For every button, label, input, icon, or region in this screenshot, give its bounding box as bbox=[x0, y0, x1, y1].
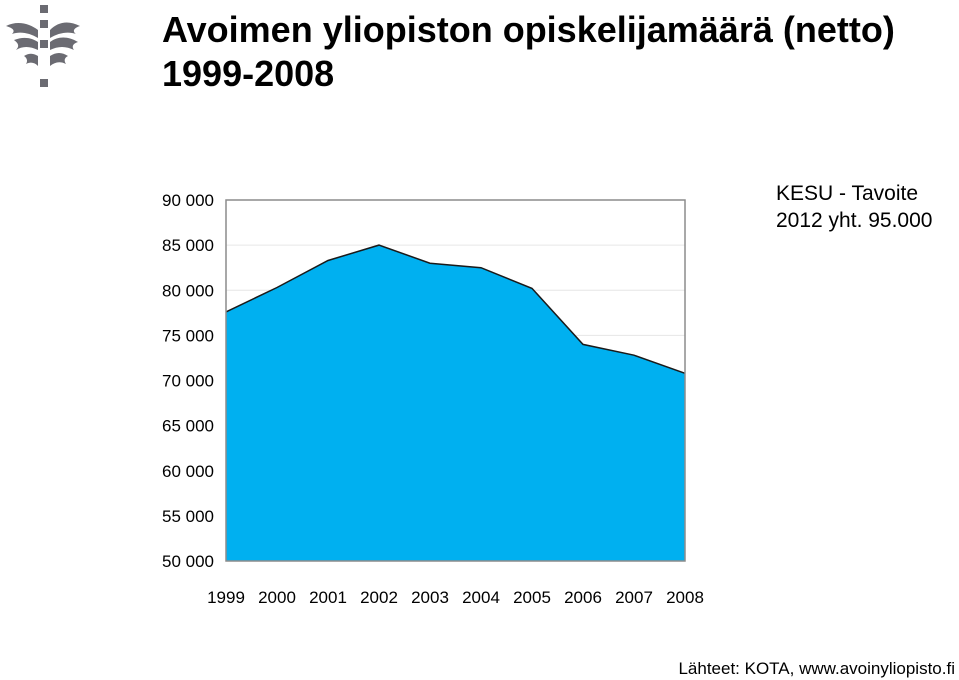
x-tick-label: 2000 bbox=[258, 588, 296, 607]
x-tick-label: 2007 bbox=[615, 588, 653, 607]
x-tick-label: 2001 bbox=[309, 588, 347, 607]
x-tick-label: 2002 bbox=[360, 588, 398, 607]
title-line-2: 1999-2008 bbox=[162, 53, 335, 94]
y-tick-label: 70 000 bbox=[162, 372, 214, 391]
target-annotation: KESU - Tavoite 2012 yht. 95.000 bbox=[776, 180, 932, 234]
plot-frame bbox=[225, 199, 686, 562]
y-tick-label: 65 000 bbox=[162, 417, 214, 436]
y-axis-ticks: 50 000 55 000 60 000 65 000 70 000 75 000 80 0… bbox=[162, 191, 214, 571]
y-tick-label: 60 000 bbox=[162, 462, 214, 481]
page-title: Avoimen yliopiston opiskelijamäärä (nett… bbox=[162, 8, 895, 96]
annotation-line-1: KESU - Tavoite bbox=[776, 182, 919, 205]
x-tick-label: 2006 bbox=[564, 588, 602, 607]
x-tick-label: 1999 bbox=[207, 588, 245, 607]
x-tick-label: 2005 bbox=[513, 588, 551, 607]
x-axis-ticks: 1999 2000 2001 2002 2003 2004 2005 2006 2007 2008 bbox=[207, 588, 704, 607]
annotation-line-2: 2012 yht. 95.000 bbox=[776, 209, 933, 232]
y-tick-label: 50 000 bbox=[162, 552, 214, 571]
y-tick-label: 55 000 bbox=[162, 507, 214, 526]
flame-torch-logo-icon bbox=[6, 5, 80, 87]
area-series-outline bbox=[225, 244, 686, 375]
title-line-1: Avoimen yliopiston opiskelijamäärä (nett… bbox=[162, 9, 895, 50]
x-tick-label: 2003 bbox=[411, 588, 449, 607]
y-tick-label: 90 000 bbox=[162, 191, 214, 210]
area-series bbox=[226, 245, 685, 561]
y-tick-label: 85 000 bbox=[162, 236, 214, 255]
y-tick-label: 75 000 bbox=[162, 326, 214, 345]
x-tick-label: 2008 bbox=[666, 588, 704, 607]
source-note: Lähteet: KOTA, www.avoinyliopisto.fi bbox=[678, 659, 955, 678]
x-tick-label: 2004 bbox=[462, 588, 500, 607]
y-tick-label: 80 000 bbox=[162, 281, 214, 300]
